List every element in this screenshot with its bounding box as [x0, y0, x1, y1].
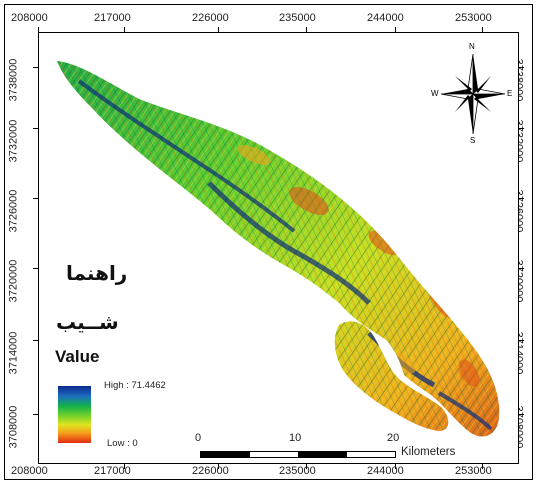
y-tick-left-3: 3720000: [7, 259, 20, 303]
tick-mark: [519, 67, 524, 68]
x-tick-bottom-5: 253000: [455, 465, 492, 477]
east-label: E: [507, 89, 513, 98]
y-tick-left-0: 3738000: [7, 58, 20, 102]
x-tick-bottom-0: 208000: [11, 465, 48, 477]
tick-mark: [519, 340, 524, 341]
scale-label-10: 10: [289, 432, 302, 444]
x-tick-bottom-1: 217000: [94, 465, 131, 477]
tick-mark: [519, 128, 524, 129]
x-tick-top-2: 226000: [192, 12, 229, 24]
tick-mark: [33, 67, 38, 68]
legend-color-ramp: [58, 386, 91, 443]
tick-mark: [33, 340, 38, 341]
tick-mark: [519, 268, 524, 269]
tick-mark: [124, 27, 125, 32]
y-tick-left-1: 3732000: [7, 119, 20, 163]
legend-high-label: High : 71.4462: [104, 380, 166, 391]
x-tick-bottom-3: 235000: [279, 465, 316, 477]
x-tick-top-3: 235000: [279, 12, 316, 24]
tick-mark: [38, 27, 39, 32]
tick-mark: [124, 464, 125, 469]
tick-mark: [482, 27, 483, 32]
y-tick-left-5: 3708000: [7, 405, 20, 449]
slope-raster: [57, 61, 500, 437]
legend-value-label: Value: [55, 347, 100, 366]
x-tick-top-0: 208000: [11, 12, 48, 24]
north-label: N: [469, 42, 475, 51]
tick-mark: [33, 268, 38, 269]
scale-segment: [298, 452, 347, 457]
tick-mark: [395, 464, 396, 469]
scale-segment: [201, 452, 250, 457]
scale-unit-label: Kilometers: [401, 446, 456, 458]
scale-bar: [200, 451, 396, 458]
scale-label-20: 20: [387, 432, 400, 444]
tick-mark: [33, 198, 38, 199]
x-tick-top-1: 217000: [94, 12, 131, 24]
tick-mark: [482, 464, 483, 469]
map-outer-frame: [4, 4, 533, 480]
tick-mark: [519, 414, 524, 415]
legend-title: راهنما: [66, 261, 128, 285]
x-tick-top-5: 253000: [455, 12, 492, 24]
tick-mark: [218, 464, 219, 469]
tick-mark: [306, 464, 307, 469]
scale-segment: [346, 452, 395, 457]
legend-subtitle: شــيب: [56, 310, 119, 334]
west-label: W: [431, 89, 439, 98]
scale-segment: [249, 452, 298, 457]
x-tick-top-4: 244000: [367, 12, 404, 24]
compass-rose-icon: [440, 53, 506, 135]
map-canvas: [38, 32, 519, 464]
tick-mark: [218, 27, 219, 32]
tick-mark: [395, 27, 396, 32]
tick-mark: [519, 198, 524, 199]
y-tick-left-4: 3714000: [7, 331, 20, 375]
tick-mark: [306, 27, 307, 32]
x-tick-bottom-2: 226000: [192, 465, 229, 477]
x-tick-bottom-4: 244000: [367, 465, 404, 477]
north-arrow: N S E W: [431, 42, 514, 148]
tick-mark: [33, 414, 38, 415]
scale-label-0: 0: [195, 432, 202, 444]
tick-mark: [33, 128, 38, 129]
y-tick-left-2: 3726000: [7, 189, 20, 233]
legend-low-label: Low : 0: [107, 438, 138, 449]
south-label: S: [470, 136, 476, 145]
